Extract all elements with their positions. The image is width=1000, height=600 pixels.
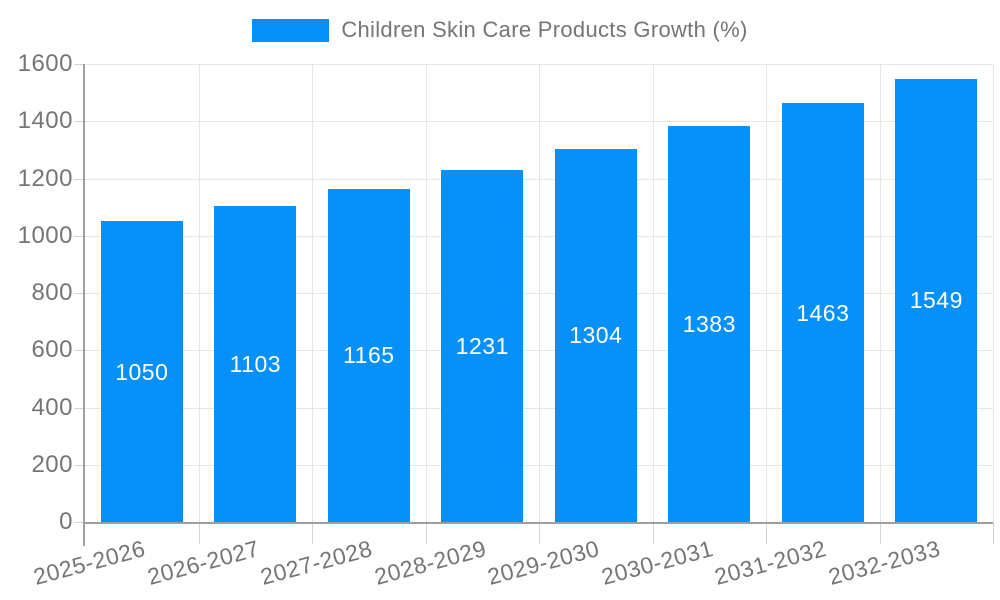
x-axis-label: 2025-2026: [30, 535, 149, 590]
y-axis-label: 1400: [17, 107, 73, 135]
bar-value-label: 1304: [569, 322, 623, 349]
y-axis-tick: [74, 407, 84, 409]
bar[interactable]: 1304: [554, 148, 637, 522]
x-axis-label: 2026-2027: [144, 535, 262, 590]
legend-item[interactable]: Children Skin Care Products Growth (%): [252, 17, 747, 43]
bar[interactable]: 1463: [781, 103, 864, 522]
legend-label: Children Skin Care Products Growth (%): [341, 17, 748, 42]
x-axis-tick: [539, 522, 540, 544]
y-axis-label: 0: [59, 508, 73, 535]
bar-value-label: 1463: [796, 299, 850, 326]
gridline-vertical: [879, 64, 881, 522]
y-axis-label: 600: [31, 336, 73, 364]
bar[interactable]: 1231: [441, 169, 524, 522]
gridline-vertical: [993, 64, 994, 522]
y-axis-line: [83, 64, 85, 546]
y-axis-label: 1600: [17, 50, 73, 77]
bar[interactable]: 1050: [100, 221, 183, 522]
bar-value-label: 1050: [115, 358, 169, 385]
gridline-vertical: [312, 64, 313, 522]
x-axis-label: 2032-2033: [825, 535, 943, 590]
gridline-vertical: [652, 64, 654, 522]
bar[interactable]: 1383: [668, 126, 751, 522]
x-axis-tick: [766, 522, 767, 544]
x-axis-tick: [879, 522, 881, 544]
y-axis-label: 1200: [17, 164, 73, 192]
x-axis-label: 2029-2030: [484, 535, 603, 590]
bar-value-label: 1231: [455, 332, 509, 359]
gridline-vertical: [766, 64, 767, 522]
x-axis-tick: [198, 522, 200, 544]
y-axis-label: 400: [31, 393, 73, 421]
x-axis-tick: [312, 522, 313, 544]
x-axis-tick: [993, 522, 994, 544]
y-axis-tick: [74, 235, 84, 237]
x-axis-label: 2031-2032: [711, 535, 830, 590]
x-axis-label: 2027-2028: [257, 535, 376, 590]
y-axis-tick: [74, 522, 84, 523]
y-axis-tick: [74, 464, 84, 466]
bar-value-label: 1549: [909, 287, 963, 314]
y-axis-tick: [74, 121, 84, 123]
chart-legend: Children Skin Care Products Growth (%): [0, 17, 1000, 43]
x-axis-label: 2028-2029: [371, 535, 489, 590]
x-axis-tick: [652, 522, 654, 544]
bar-value-label: 1103: [229, 351, 282, 378]
bar-value-label: 1383: [682, 310, 736, 337]
gridline-vertical: [539, 64, 540, 522]
y-axis-tick: [74, 293, 84, 294]
gridline-vertical: [198, 64, 200, 522]
legend-swatch: [252, 18, 330, 42]
gridline-vertical: [425, 64, 427, 522]
x-axis-line: [83, 522, 993, 524]
x-axis-label: 2030-2031: [598, 535, 716, 590]
bar-value-label: 1165: [343, 342, 395, 369]
y-axis-label: 200: [31, 450, 73, 478]
x-axis-tick: [425, 522, 427, 544]
bar[interactable]: 1165: [327, 188, 410, 522]
y-axis-label: 800: [31, 279, 73, 306]
bar[interactable]: 1103: [214, 206, 297, 522]
y-axis-tick: [74, 350, 84, 352]
y-axis-label: 1000: [17, 221, 73, 249]
bar[interactable]: 1549: [895, 78, 978, 522]
y-axis-tick: [74, 64, 84, 65]
y-axis-tick: [74, 178, 84, 180]
